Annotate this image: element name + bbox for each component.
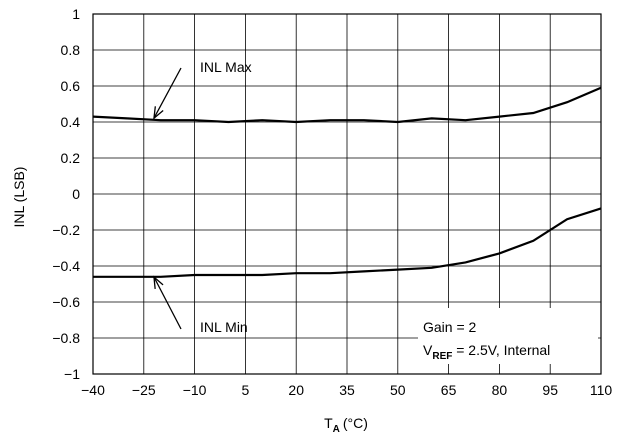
y-tick-labels: −1 −0.8 −0.6 −0.4 −0.2 0 0.2 0.4 0.6 0.8 1: [52, 6, 80, 382]
x-tick-label: 5: [242, 382, 250, 398]
conditions-vref-rest: = 2.5V, Internal: [452, 342, 550, 358]
x-tick-label: −25: [132, 382, 156, 398]
x-tick-label: 80: [492, 382, 508, 398]
series-layer: [92, 86, 602, 278]
conditions-vref: VREF = 2.5V, Internal: [423, 342, 550, 362]
x-tick-labels: −40 −25 −10 5 20 35 50 65 80 95 110: [81, 382, 612, 398]
x-axis-label-main: T: [324, 415, 333, 431]
conditions-box: Gain = 2 VREF = 2.5V, Internal: [418, 308, 598, 364]
series-line-inl-max: [92, 86, 602, 124]
y-tick-label: 1: [72, 6, 80, 22]
y-tick-label: −0.8: [52, 330, 80, 346]
conditions-vref-main: V: [423, 342, 433, 358]
inl-max-label: INL Max: [200, 59, 252, 75]
conditions-box-bg: [418, 308, 598, 364]
y-tick-label: 0.6: [61, 78, 81, 94]
x-tick-label: 110: [590, 382, 613, 398]
inl-min-arrow-head: [153, 275, 164, 290]
y-tick-label: −1: [64, 366, 80, 382]
x-tick-label: 50: [390, 382, 406, 398]
plot-frame: [92, 13, 602, 375]
y-tick-label: 0.4: [61, 114, 81, 130]
annotation-layer: INL Max INL Min: [153, 59, 252, 335]
x-tick-label: 35: [339, 382, 355, 398]
y-tick-label: 0: [72, 186, 80, 202]
x-tick-label: 20: [288, 382, 304, 398]
inl-min-label: INL Min: [200, 319, 248, 335]
x-tick-label: 65: [441, 382, 457, 398]
inl-min-arrow-line: [153, 276, 182, 330]
y-tick-label: −0.4: [52, 258, 80, 274]
y-tick-label: −0.2: [52, 222, 80, 238]
inl-max-arrow-line: [153, 67, 182, 119]
conditions-gain: Gain = 2: [423, 319, 477, 335]
x-axis-label-subscript: A: [333, 424, 340, 433]
y-axis-label: INL (LSB): [11, 167, 27, 228]
series-line-inl-min: [93, 207, 602, 278]
conditions-vref-subscript: REF: [432, 351, 452, 362]
inl-max-arrow-head: [153, 106, 164, 120]
x-axis-label-unit: (°C): [343, 415, 368, 431]
x-tick-label: 95: [542, 382, 558, 398]
x-axis-label: TA (°C): [324, 415, 368, 433]
x-tick-label: −10: [183, 382, 207, 398]
x-tick-label: −40: [81, 382, 105, 398]
y-tick-label: 0.8: [61, 42, 81, 58]
y-tick-label: −0.6: [52, 294, 80, 310]
y-tick-label: 0.2: [61, 150, 81, 166]
